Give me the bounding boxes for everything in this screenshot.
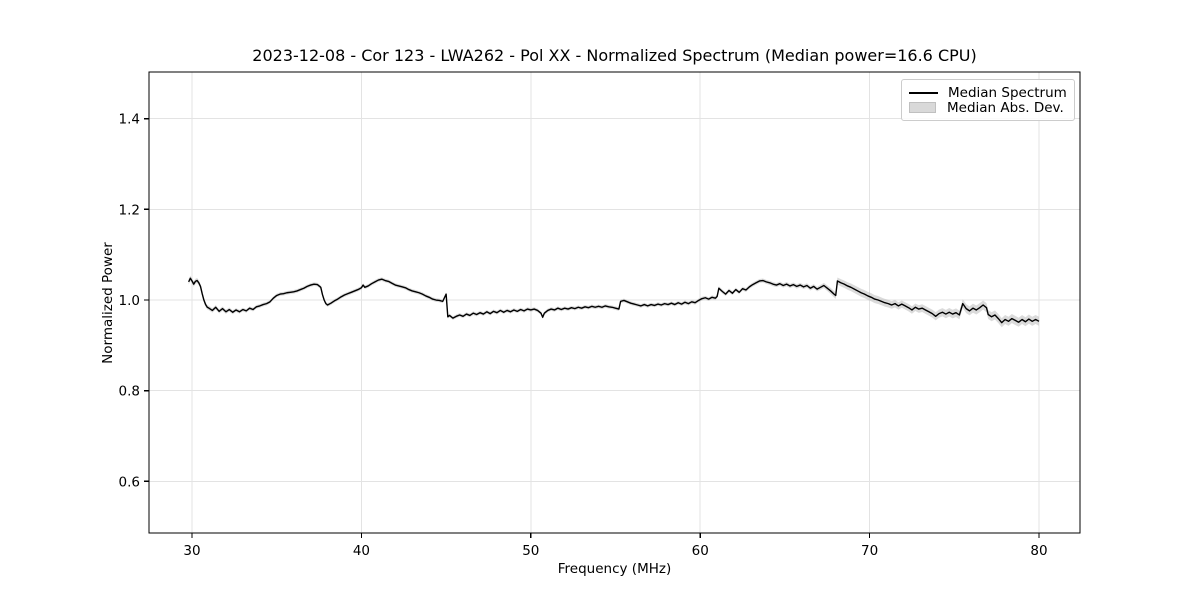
median-spectrum-line [188, 277, 1040, 324]
legend-entry-median-abs-dev: Median Abs. Dev. [909, 99, 1066, 116]
y-tick-label: 1.0 [119, 293, 140, 309]
chart-title: 2023-12-08 - Cor 123 - LWA262 - Pol XX -… [252, 46, 977, 65]
x-tick-label: 70 [861, 543, 878, 559]
data-layer [188, 275, 1040, 328]
tick-label-layer: 30 40 50 60 70 80 0.6 0.8 1.0 1.2 1.4 [119, 112, 1048, 559]
x-tick-label: 80 [1030, 543, 1047, 559]
x-axis-label: Frequency (MHz) [557, 561, 672, 577]
axes-layer [144, 71, 1081, 538]
x-tick-label: 60 [692, 543, 709, 559]
grid-layer [149, 72, 1080, 533]
line-swatch [909, 91, 938, 94]
mad-band-area [188, 275, 1040, 328]
legend: Median Spectrum Median Abs. Dev. [901, 79, 1075, 121]
x-tick-label: 30 [183, 543, 200, 559]
y-tick-label: 0.6 [119, 474, 140, 490]
x-tick-label: 50 [522, 543, 539, 559]
legend-label: Median Spectrum [948, 84, 1067, 101]
y-axis-label: Normalized Power [100, 242, 116, 364]
y-tick-label: 1.4 [119, 112, 140, 128]
legend-label: Median Abs. Dev. [947, 99, 1064, 116]
y-tick-label: 0.8 [119, 384, 140, 400]
x-tick-label: 40 [353, 543, 370, 559]
y-tick-label: 1.2 [119, 202, 140, 218]
patch-swatch [909, 102, 936, 113]
axes-border [148, 71, 1081, 534]
legend-entry-median-spectrum: Median Spectrum [909, 84, 1067, 101]
